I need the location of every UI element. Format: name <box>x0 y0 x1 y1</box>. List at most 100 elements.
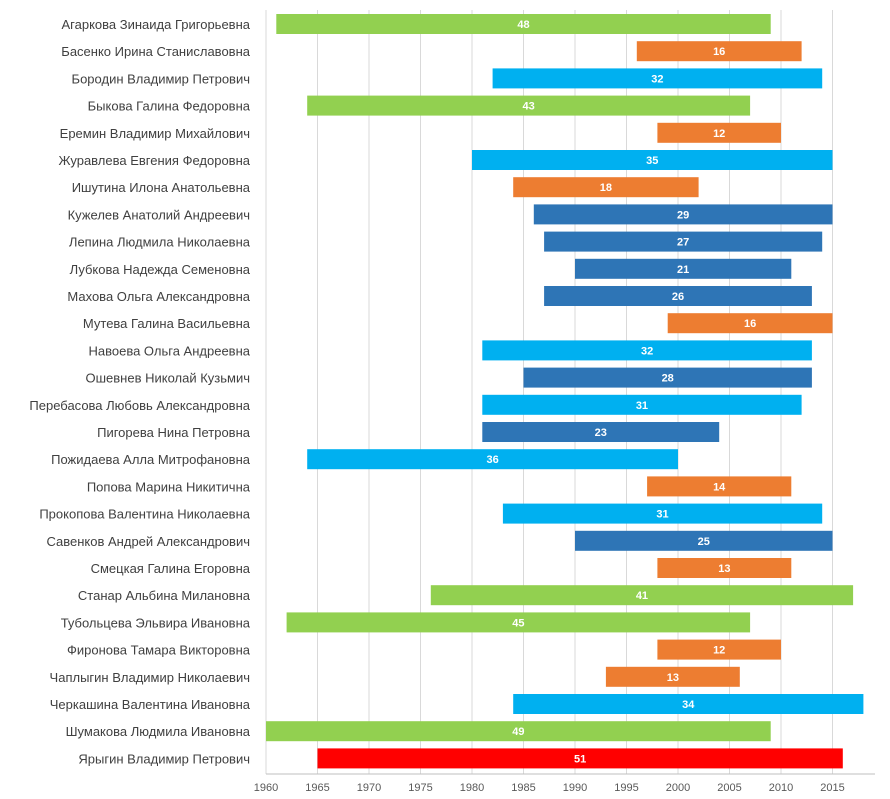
bar <box>657 558 792 578</box>
bar <box>513 177 699 198</box>
bar <box>492 68 823 89</box>
category-label: Перебасова Любовь Александровна <box>29 398 250 413</box>
bar-data-label: 32 <box>641 345 653 357</box>
bar-data-label: 29 <box>677 209 689 221</box>
bar-data-label: 41 <box>636 590 648 602</box>
bar <box>482 340 812 361</box>
bar <box>307 449 678 470</box>
bar <box>533 204 833 225</box>
category-label: Ярыгин Владимир Петрович <box>78 751 250 766</box>
category-label: Быкова Галина Федоровна <box>88 99 251 114</box>
category-label: Тубольцева Эльвира Ивановна <box>61 615 251 630</box>
bar-data-label: 18 <box>600 182 612 194</box>
x-tick-label: 1990 <box>563 782 587 794</box>
category-label: Смецкая Галина Егоровна <box>91 561 251 576</box>
x-tick-label: 1980 <box>460 782 484 794</box>
bar <box>523 367 812 388</box>
bar-data-label: 16 <box>713 46 725 58</box>
bar-data-label: 34 <box>682 699 695 711</box>
bar <box>605 666 740 687</box>
bar <box>636 41 802 62</box>
category-label: Журавлева Евгения Федоровна <box>59 153 251 168</box>
category-labels: Агаркова Зинаида Григорьевна Басенко Ирин… <box>29 17 250 766</box>
category-label: Ишутина Илона Анатольевна <box>72 180 251 195</box>
category-label: Навоева Ольга Андреевна <box>88 343 250 358</box>
x-tick-label: 1995 <box>614 782 638 794</box>
bar <box>430 585 854 606</box>
category-label: Станар Альбина Милановна <box>78 588 251 603</box>
bar-data-label: 31 <box>656 509 668 521</box>
category-label: Махова Ольга Александровна <box>67 289 250 304</box>
bar <box>513 694 864 714</box>
bar <box>317 748 843 769</box>
x-tick-label: 1970 <box>357 782 381 794</box>
bar-data-label: 21 <box>677 264 689 276</box>
bar <box>307 95 751 116</box>
bar-data-label: 13 <box>718 563 730 575</box>
bar <box>647 476 792 497</box>
category-label: Чаплыгин Владимир Николаевич <box>50 670 250 685</box>
category-label: Прокопова Валентина Николаевна <box>39 507 250 522</box>
x-tick-label: 2005 <box>717 782 741 794</box>
category-label: Черкашина Валентина Ивановна <box>50 697 251 712</box>
bar-data-label: 51 <box>574 753 586 765</box>
x-tick-label: 1975 <box>408 782 432 794</box>
bar-data-label: 31 <box>636 400 648 412</box>
x-tick-label: 2000 <box>666 782 690 794</box>
bar <box>667 313 833 334</box>
bar-data-label: 23 <box>595 427 607 439</box>
bar-data-label: 14 <box>713 481 726 493</box>
category-label: Фиронова Тамара Викторовна <box>67 643 251 658</box>
bar-data-label: 26 <box>672 291 684 303</box>
bar-data-label: 43 <box>523 101 535 113</box>
x-tick-label: 1985 <box>511 782 535 794</box>
bars: 48 16 32 43 12 35 18 29 27 21 26 16 32 28 31 23 36 14 31 25… <box>266 14 864 769</box>
bar <box>544 286 812 306</box>
bar-data-label: 49 <box>512 726 524 738</box>
category-label: Ошевнев Николай Кузьмич <box>86 371 251 386</box>
category-label: Еремин Владимир Михайлович <box>60 126 250 141</box>
bar <box>472 150 833 170</box>
category-label: Шумакова Людмила Ивановна <box>66 724 251 739</box>
bar <box>286 612 751 633</box>
bar <box>575 258 792 279</box>
category-label: Савенков Андрей Александрович <box>47 534 251 549</box>
bar-data-label: 16 <box>744 318 756 330</box>
category-label: Лубкова Надежда Семеновна <box>70 262 251 277</box>
category-label: Пожидаева Алла Митрофановна <box>51 452 251 467</box>
category-label: Пигорева Нина Петровна <box>97 425 251 440</box>
category-label: Мутева Галина Васильевна <box>83 316 251 331</box>
category-label: Агаркова Зинаида Григорьевна <box>62 17 251 32</box>
category-label: Попова Марина Никитична <box>87 479 251 494</box>
bar <box>575 530 833 551</box>
bar-data-label: 28 <box>662 373 674 385</box>
bar <box>502 503 823 524</box>
bar <box>266 721 771 742</box>
x-tick-label: 1965 <box>305 782 329 794</box>
bar-data-label: 48 <box>517 19 529 31</box>
bar-data-label: 36 <box>486 454 498 466</box>
category-label: Кужелев Анатолий Андреевич <box>68 207 250 222</box>
bar <box>544 231 823 252</box>
x-tick-label: 2010 <box>769 782 793 794</box>
bar-data-label: 12 <box>713 128 725 140</box>
bar <box>657 639 781 660</box>
x-axis-ticks: 1960 1965 1970 1975 1980 1985 1990 1995 2000 2005… <box>254 773 875 794</box>
x-tick-label: 2015 <box>820 782 844 794</box>
bar-data-label: 13 <box>667 672 679 684</box>
category-label: Басенко Ирина Станиславовна <box>61 44 250 59</box>
bar <box>482 394 802 415</box>
bar <box>276 14 771 34</box>
bar-data-label: 27 <box>677 237 689 249</box>
bar-data-label: 45 <box>512 617 524 629</box>
bar-data-label: 35 <box>646 155 658 167</box>
bar <box>657 122 781 143</box>
x-tick-label: 1960 <box>254 782 278 794</box>
bar-data-label: 25 <box>698 536 710 548</box>
category-label: Лепина Людмила Николаевна <box>69 235 251 250</box>
bar <box>482 422 720 442</box>
category-label: Бородин Владимир Петрович <box>72 71 250 86</box>
bar-data-label: 12 <box>713 645 725 657</box>
bar-data-label: 32 <box>651 73 663 85</box>
